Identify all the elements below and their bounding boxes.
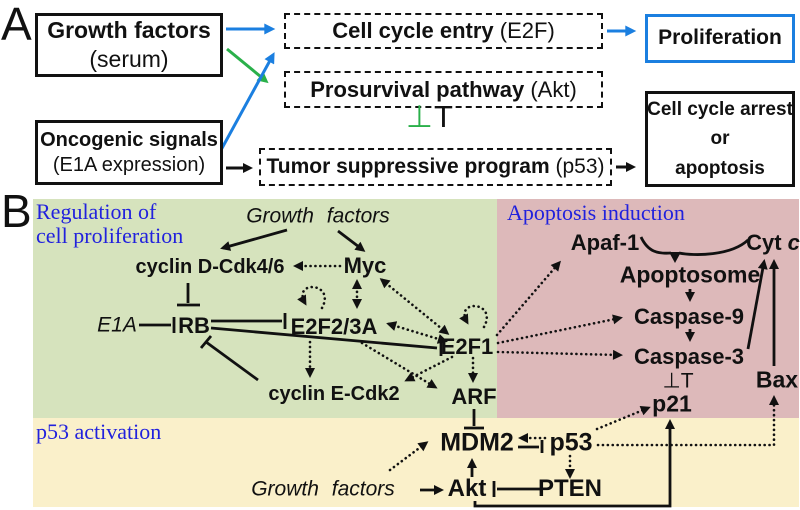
node-e1a: E1A: [97, 313, 137, 337]
proliferation-box: Proliferation: [645, 14, 795, 63]
dotted-gf-to-mdm2: [388, 441, 429, 472]
cyt-c-italic-letter: c: [787, 230, 800, 255]
arc-cytc-to-apoptosome: [678, 238, 749, 256]
dotted-e2f23a-to-arf: [360, 341, 438, 389]
node-myc: Myc: [343, 253, 387, 278]
node-caspase9: Caspase-9: [633, 304, 745, 329]
region-title-regulation: Regulation of cell proliferation: [36, 199, 184, 249]
cell-cycle-entry-normal: (E2F): [499, 18, 555, 44]
oncogenic-signals-box: Oncogenic signals (E1A expression): [35, 120, 223, 185]
node-cyclin-e-cdk2: cyclin E-Cdk2: [268, 383, 400, 405]
arrest-line1: Cell cycle arrest: [647, 98, 793, 120]
dotted-e2f1-to-apaf1: [495, 260, 561, 337]
node-mdm2: MDM2: [440, 428, 514, 457]
node-e2f23a: E2F2/3A: [290, 314, 378, 339]
arrest-line3: apoptosis: [675, 157, 765, 179]
oncogenic-signals-title: Oncogenic signals: [40, 128, 218, 151]
node-pten: PTEN: [537, 475, 603, 502]
panel-b-label: B: [1, 185, 32, 237]
dotted-e2f23a-e2f1-mutual: [386, 321, 448, 344]
region-apoptosis: [497, 199, 799, 418]
cell-cycle-entry-bold: Cell cycle entry: [332, 18, 494, 44]
node-caspase3: Caspase-3: [633, 344, 745, 369]
cyt-c-text: Cyt: [746, 230, 788, 255]
mutual-inhibition-a: ⊥T: [406, 101, 454, 132]
inhibition-up-symbol: T: [434, 99, 454, 134]
inhibition-down-symbol: ⊥: [406, 99, 435, 134]
node-apoptosome: Apoptosome: [619, 261, 761, 288]
arrow-akt-to-p21: [473, 419, 675, 508]
arrow-gf-to-myc: [337, 229, 366, 252]
regulation-title-line2: cell proliferation: [36, 223, 184, 249]
arrow-caspase3-to-cytc: [746, 259, 768, 350]
node-cyclin-d-cdk46: cyclin D-Cdk4/6: [135, 256, 285, 278]
dotted-e2f1-to-caspase3: [496, 349, 623, 360]
node-akt: Akt: [447, 475, 487, 502]
arrow-gf-to-cyclind: [220, 228, 288, 251]
tumor-suppressive-normal: (p53): [555, 154, 605, 178]
arrow-growth-to-prosurvival: [226, 47, 269, 84]
inhibit-rb-e2f1-stem: [210, 326, 438, 350]
arrow-oncogenic-to-cellcycle: [219, 52, 275, 151]
dotted-p53-to-p21: [595, 406, 651, 431]
arrest-box: Cell cycle arrest or apoptosis: [645, 91, 795, 187]
prosurvival-bold: Prosurvival pathway: [310, 76, 525, 102]
panel-a-arrows: [219, 23, 637, 173]
inhibit-cycline-rb-bar: [199, 335, 213, 349]
panel-b-solid-arrows: [139, 228, 779, 508]
inhibit-cycline-rb-stem: [205, 340, 259, 382]
dotted-p53-to-bax: [596, 395, 779, 447]
proliferation-title: Proliferation: [658, 26, 782, 50]
panel-a-label: A: [1, 0, 32, 50]
node-cyt-c: Cyt c: [746, 232, 800, 254]
dotted-e2f1-self-loop: [459, 304, 488, 329]
cell-cycle-entry-box: Cell cycle entry (E2F): [284, 13, 603, 49]
growth-factors-subtitle: (serum): [89, 46, 169, 72]
region-title-p53: p53 activation: [36, 419, 162, 444]
growth-factors-box: Growth factors (serum): [35, 13, 223, 77]
tumor-suppressive-box: Tumor suppressive program (p53): [259, 148, 612, 186]
panel-b-dotted-arrows: [293, 260, 779, 479]
node-bax: Bax: [755, 366, 799, 393]
node-growth-factors-bottom: Growth factors: [251, 477, 395, 501]
oncogenic-signals-subtitle: (E1A expression): [52, 153, 206, 176]
dotted-e2f23a-self-loop: [297, 285, 326, 310]
dotted-e2f1-to-cycline: [404, 355, 454, 382]
prosurvival-box: Prosurvival pathway (Akt): [284, 71, 603, 108]
region-title-apoptosis: Apoptosis induction: [507, 200, 685, 225]
dotted-e2f1-to-caspase9: [496, 314, 623, 345]
mutual-inhibition-b: ⊥T: [662, 369, 694, 393]
arc-apaf1-to-apoptosome: [639, 236, 672, 255]
arrowhead-apoptosome: [669, 252, 681, 263]
arrest-line2: or: [710, 128, 730, 150]
dotted-myc-e2f1-mutual: [379, 278, 450, 335]
growth-factors-title: Growth factors: [47, 17, 211, 44]
node-rb: RB: [178, 313, 210, 338]
node-growth-factors-top: Growth factors: [246, 204, 390, 228]
tumor-suppressive-bold: Tumor suppressive program: [266, 154, 550, 178]
node-e2f1: E2F1: [440, 334, 494, 359]
regulation-title-line1: Regulation of: [36, 199, 157, 224]
prosurvival-normal: (Akt): [530, 76, 577, 102]
node-apaf1: Apaf-1: [570, 230, 640, 255]
node-p53: p53: [549, 428, 593, 457]
node-p21: p21: [652, 390, 692, 417]
node-arf: ARF: [451, 384, 497, 409]
